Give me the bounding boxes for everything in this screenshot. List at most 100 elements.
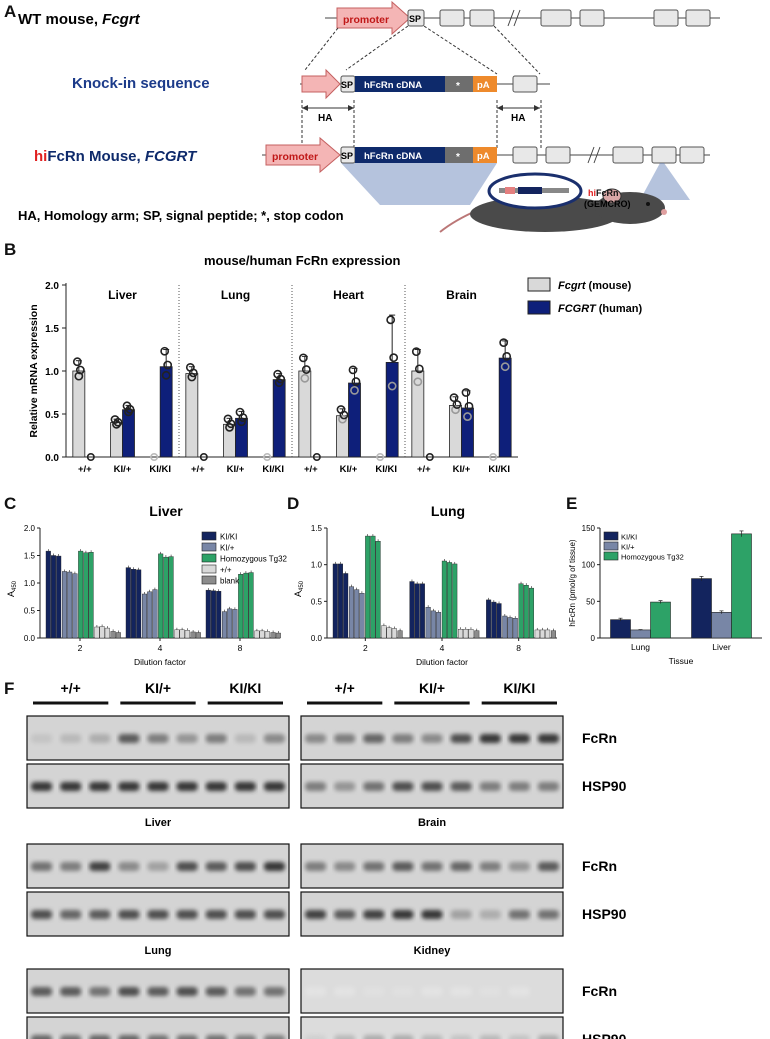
blot-band — [537, 734, 559, 743]
chart-bar — [441, 560, 447, 639]
chart-bar — [332, 563, 338, 639]
chart-bar — [62, 571, 68, 639]
chart-bar — [158, 553, 164, 639]
chart-ytick-label: 2.0 — [24, 524, 36, 533]
blot-band — [421, 987, 443, 996]
chart-bar — [507, 617, 513, 639]
chart-bar — [72, 573, 78, 639]
hfcrn-cdna-ki — [355, 76, 445, 92]
blot-hsp90-panel — [26, 1016, 290, 1039]
blot-band — [89, 910, 111, 919]
blot-band — [334, 1035, 356, 1039]
panel-label-e: E — [566, 494, 578, 513]
blot-tissue-label: Kidney — [414, 945, 452, 957]
svg-text:SP: SP — [341, 151, 353, 161]
blot-genotype-label: KI/KI — [229, 680, 261, 696]
chart-b-legend-swatch — [527, 277, 551, 292]
chart-b-genotype-label: +/+ — [304, 464, 318, 475]
blot-band — [176, 782, 198, 791]
chart-b-datapoint — [338, 414, 347, 424]
blot-band — [305, 734, 327, 743]
blot-band — [118, 782, 140, 791]
chart-bar — [365, 535, 371, 639]
chart-bar — [468, 628, 474, 639]
blot-band — [305, 910, 327, 919]
chart-xtick-label: 4 — [158, 643, 163, 653]
chart-b-datapoint — [188, 368, 198, 378]
chart-e-bar — [691, 578, 712, 639]
chart-bar — [458, 628, 464, 639]
blot-band — [508, 734, 530, 743]
chart-b-datapoint — [376, 453, 385, 462]
svg-text:HA: HA — [511, 113, 525, 124]
blot-band — [89, 782, 111, 791]
chart-b-legend-suffix: (mouse) — [586, 280, 632, 292]
chart-ytick-label: 0.0 — [311, 634, 323, 643]
chart-bar — [270, 632, 276, 639]
blot-band — [508, 1035, 530, 1039]
chart-legend-swatch — [201, 575, 217, 585]
chart-bar — [232, 609, 238, 639]
blot-band — [392, 734, 414, 743]
chart-c-title: Liver — [149, 503, 183, 519]
panel-label-d: D — [287, 494, 300, 513]
chart-bar — [375, 541, 381, 639]
chart-e-legend-label: KI/KI — [621, 533, 637, 542]
chart-xlabel: Dilution factor — [416, 657, 468, 667]
chart-bar — [221, 611, 227, 639]
blot-band — [421, 910, 443, 919]
chart-b-datapoint — [339, 410, 349, 420]
blot-protein-label-hsp90: HSP90 — [582, 906, 627, 922]
chart-d: Lung 0.0 0.5 1.0 1.5 A450 Dilution factor 2 4 8 — [293, 503, 557, 667]
chart-b-datapoint — [449, 393, 459, 403]
blot-band — [89, 987, 111, 996]
chart-b-genotype-label: KI/+ — [340, 464, 358, 475]
chart-bar — [115, 632, 121, 639]
blot-protein-label-fcrn: FcRn — [582, 730, 617, 746]
blot-band — [421, 782, 443, 791]
chart-bar — [474, 630, 480, 639]
chart-bar — [110, 631, 116, 639]
chart-legend-swatch — [201, 542, 217, 552]
chart-d-title: Lung — [431, 503, 465, 519]
chart-b-bar — [336, 415, 349, 458]
blot-band — [479, 862, 501, 871]
svg-text:hFcRn cDNA: hFcRn cDNA — [364, 151, 422, 162]
chart-b-datapoint — [489, 453, 498, 462]
chart-b-bar — [185, 373, 199, 458]
chart-bar — [179, 629, 185, 639]
chart-bar — [486, 599, 492, 639]
mouse-badge: hiFcRn — [588, 188, 619, 198]
svg-text:promoter: promoter — [343, 14, 389, 26]
wt-mouse-label: WT mouse, Fcgrt — [18, 11, 141, 28]
blot-tissue-label: Liver — [145, 817, 172, 829]
blot-band — [205, 734, 227, 743]
blot-band — [60, 1035, 82, 1039]
svg-text:hFcRn cDNA: hFcRn cDNA — [364, 80, 422, 91]
blot-protein-label-hsp90: HSP90 — [582, 1031, 627, 1039]
chart-e-legend-swatch — [603, 531, 619, 541]
chart-bar — [51, 555, 57, 639]
chart-bar — [496, 603, 502, 639]
blot-band — [234, 782, 256, 791]
chart-ytick-label: 1.0 — [311, 561, 323, 570]
chart-b-datapoint — [413, 377, 423, 387]
chart-bar — [94, 626, 100, 639]
blot-genotype-label: +/+ — [61, 680, 81, 696]
blot-protein-label-hsp90: HSP90 — [582, 778, 627, 794]
blot-band — [263, 734, 285, 743]
chart-legend-swatch — [201, 553, 217, 563]
blot-band — [450, 987, 472, 996]
blot-band — [118, 862, 140, 871]
chart-b-bar — [298, 370, 312, 458]
blot-band — [479, 987, 501, 996]
chart-b-datapoint — [463, 412, 472, 421]
chart-b-datapoint — [75, 365, 85, 375]
blot-band — [263, 987, 285, 996]
blot-band — [392, 862, 414, 871]
chart-b-datapoint — [199, 453, 208, 462]
chart-b-datapoint — [414, 364, 424, 374]
chart-b-genotype-label: KI/+ — [114, 464, 132, 475]
blot-genotype-label: KI/+ — [419, 680, 445, 696]
chart-bar — [354, 589, 360, 639]
